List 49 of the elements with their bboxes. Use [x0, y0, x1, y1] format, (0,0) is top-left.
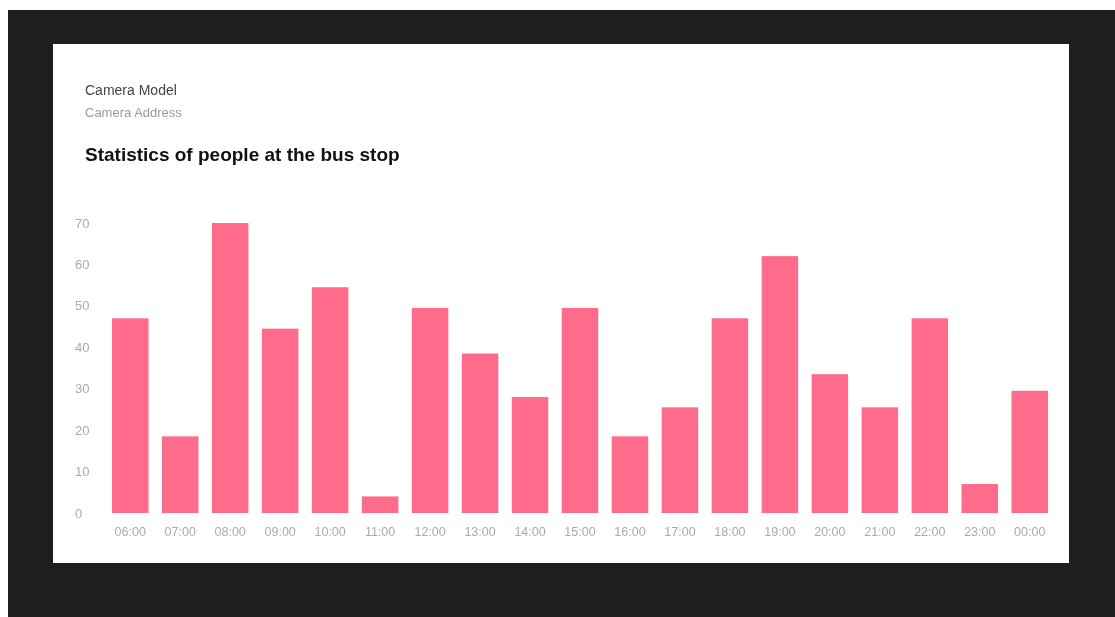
y-tick-label: 60 [75, 256, 90, 272]
x-tick-label: 17:00 [664, 525, 696, 539]
bar [112, 318, 149, 513]
x-tick-label: 19:00 [764, 525, 796, 539]
x-tick-label: 15:00 [564, 525, 596, 539]
y-tick-label: 40 [75, 339, 90, 355]
bar [461, 353, 499, 513]
x-tick-label: 00:00 [1014, 525, 1046, 539]
y-tick-label: 30 [75, 381, 90, 397]
x-tick-label: 09:00 [264, 525, 296, 539]
bar [311, 287, 349, 513]
x-tick-label: 21:00 [864, 525, 896, 539]
bar [361, 496, 399, 513]
bar [211, 223, 249, 513]
x-tick-label: 07:00 [164, 525, 196, 539]
x-tick-label: 14:00 [514, 525, 546, 539]
x-tick-label: 23:00 [964, 525, 996, 539]
x-tick-label: 22:00 [914, 525, 946, 539]
x-tick-label: 08:00 [214, 525, 246, 539]
bar [1011, 390, 1048, 513]
bar [161, 436, 199, 513]
x-tick-label: 12:00 [414, 525, 446, 539]
x-tick-label: 16:00 [614, 525, 646, 539]
bar [411, 307, 449, 513]
text: Camera Address [85, 105, 183, 120]
x-tick-label: 11:00 [364, 525, 396, 539]
chart-title: Statistics of people at the bus stop [85, 144, 400, 165]
x-tick-label: 10:00 [314, 525, 346, 539]
bar [861, 407, 899, 513]
text: Camera Model [85, 82, 177, 98]
y-tick-label: 50 [75, 298, 90, 314]
bar [661, 407, 699, 513]
bar [261, 328, 299, 513]
x-tick-label: 18:00 [714, 525, 746, 539]
bar [811, 374, 849, 513]
bar [611, 436, 649, 513]
y-tick-label: 70 [75, 215, 90, 231]
bar [911, 318, 949, 513]
bar [961, 484, 999, 513]
bar [561, 307, 599, 513]
y-tick-label: 20 [75, 422, 90, 438]
x-tick-label: 13:00 [464, 525, 496, 539]
x-tick-label: 20:00 [814, 525, 846, 539]
y-tick-label: 0 [75, 505, 83, 521]
y-tick-label: 10 [75, 464, 90, 480]
x-tick-label: 06:00 [114, 525, 146, 539]
bar [761, 256, 799, 513]
bar [711, 318, 749, 513]
bar [511, 397, 549, 513]
